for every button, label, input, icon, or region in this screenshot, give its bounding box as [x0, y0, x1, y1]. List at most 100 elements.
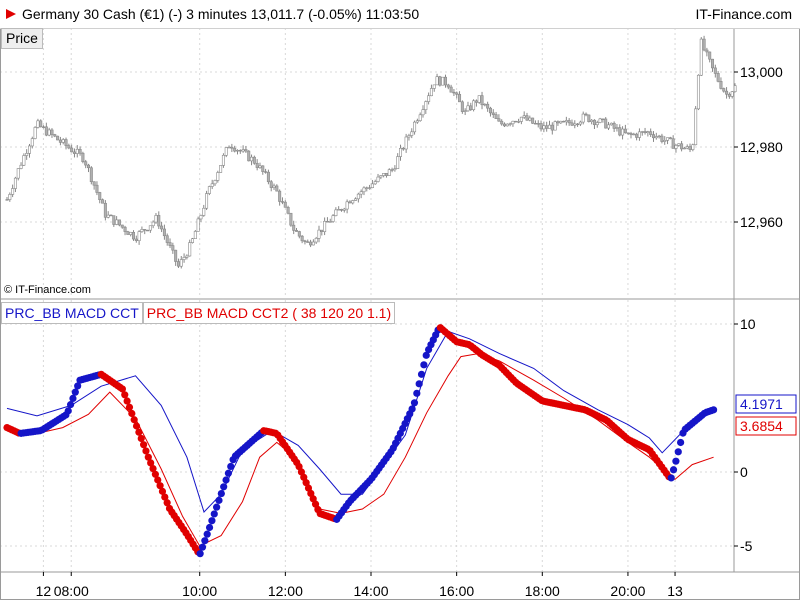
candle-body — [615, 127, 619, 129]
candle-body — [207, 186, 211, 194]
indicator-dot-down — [140, 441, 148, 449]
candle-body — [531, 117, 535, 124]
candle-body — [500, 120, 504, 125]
candle-body — [56, 135, 60, 141]
candle-body — [252, 156, 256, 164]
candle-body — [295, 230, 299, 232]
candle-body — [185, 255, 189, 258]
indicator-dot-down — [144, 453, 152, 461]
candle-body — [16, 168, 20, 179]
candle-body — [396, 156, 400, 169]
indicator-dot-down — [304, 484, 313, 492]
candle-body — [174, 249, 178, 262]
candle-body — [702, 38, 706, 51]
candle-body — [497, 118, 501, 122]
candle-body — [171, 245, 175, 251]
candle-body — [522, 115, 526, 118]
candle-body — [472, 100, 476, 110]
candle-body — [356, 193, 360, 200]
candle-body — [191, 238, 195, 243]
candle-body — [140, 229, 144, 232]
candle-body — [564, 120, 568, 123]
indicator-dot-up — [69, 394, 77, 402]
candle-body — [432, 84, 436, 89]
candle-body — [309, 241, 313, 246]
time-tick-label-6: 18:00 — [525, 583, 560, 599]
indicator-dot-up — [203, 530, 211, 538]
candle-body — [691, 144, 695, 150]
candle-body — [334, 209, 338, 217]
candle-body — [612, 122, 616, 129]
candle-body — [547, 124, 551, 129]
indicator-dot-down — [156, 482, 164, 490]
candle-body — [590, 119, 594, 122]
candle-body — [550, 124, 554, 131]
price-tick-label-0: 12,960 — [740, 214, 783, 230]
candle-body — [525, 115, 529, 121]
candle-body — [716, 73, 720, 82]
indicator-dot-down — [130, 416, 138, 424]
candle-body — [160, 225, 164, 230]
candle-body — [570, 122, 574, 126]
candle-body — [598, 118, 602, 123]
candle-body — [573, 123, 577, 126]
time-tick-label-4: 14:00 — [353, 583, 388, 599]
candle-body — [258, 165, 262, 168]
indicator-dot-up — [64, 407, 72, 415]
candle-body — [685, 146, 689, 149]
candle-body — [621, 128, 625, 136]
candle-body — [283, 201, 287, 208]
candle-body — [13, 177, 17, 189]
candle-body — [216, 172, 220, 181]
candle-body — [390, 169, 394, 171]
candle-body — [205, 193, 209, 209]
indicator-tick-label-2: 10 — [740, 316, 756, 332]
candle-body — [269, 181, 273, 188]
candle-body — [674, 145, 678, 149]
candle-body — [53, 134, 57, 137]
time-tick-label-0: 12 — [36, 583, 52, 599]
indicator-dot-down — [121, 391, 129, 399]
indicator-dot-down — [135, 428, 143, 436]
candle-body — [415, 120, 419, 123]
candle-body — [562, 120, 566, 123]
candle-body — [143, 229, 147, 231]
candle-body — [595, 122, 599, 126]
candle-body — [663, 140, 667, 142]
candle-body — [354, 198, 358, 201]
brand-label: IT-Finance.com — [695, 6, 792, 22]
candle-body — [581, 113, 585, 123]
candle-body — [404, 136, 408, 150]
candle-body — [261, 165, 265, 172]
legend-blue-indicator[interactable]: PRC_BB MACD CCT — [1, 302, 143, 324]
candle-body — [286, 206, 290, 214]
candle-body — [241, 149, 245, 152]
candle-body — [25, 153, 29, 156]
candle-body — [98, 192, 102, 201]
candle-body — [410, 131, 414, 136]
indicator-dot-up — [669, 466, 678, 474]
candle-body — [84, 161, 88, 166]
candle-body — [646, 131, 650, 134]
candle-body — [196, 218, 200, 232]
indicator-dot-up — [408, 405, 416, 413]
candle-body — [328, 221, 332, 223]
indicator-dot-up — [71, 388, 79, 396]
candle-body — [455, 92, 459, 95]
candle-body — [452, 91, 456, 94]
indicator-dot-down — [154, 476, 162, 484]
price-panel-tab[interactable]: Price — [1, 28, 43, 49]
candle-body — [458, 94, 462, 103]
candle-body — [604, 118, 608, 129]
candle-body — [441, 76, 445, 86]
indicator-dots — [3, 324, 718, 558]
candle-body — [466, 105, 470, 112]
candle-body — [42, 126, 46, 128]
indicator-dot-up — [205, 523, 214, 532]
candle-body — [202, 207, 206, 216]
candle-body — [474, 100, 478, 103]
candle-body — [36, 120, 40, 128]
candle-body — [151, 221, 155, 227]
candle-body — [70, 147, 74, 153]
legend-red-indicator[interactable]: PRC_BB MACD CCT2 ( 38 120 20 1.1) — [142, 302, 396, 324]
